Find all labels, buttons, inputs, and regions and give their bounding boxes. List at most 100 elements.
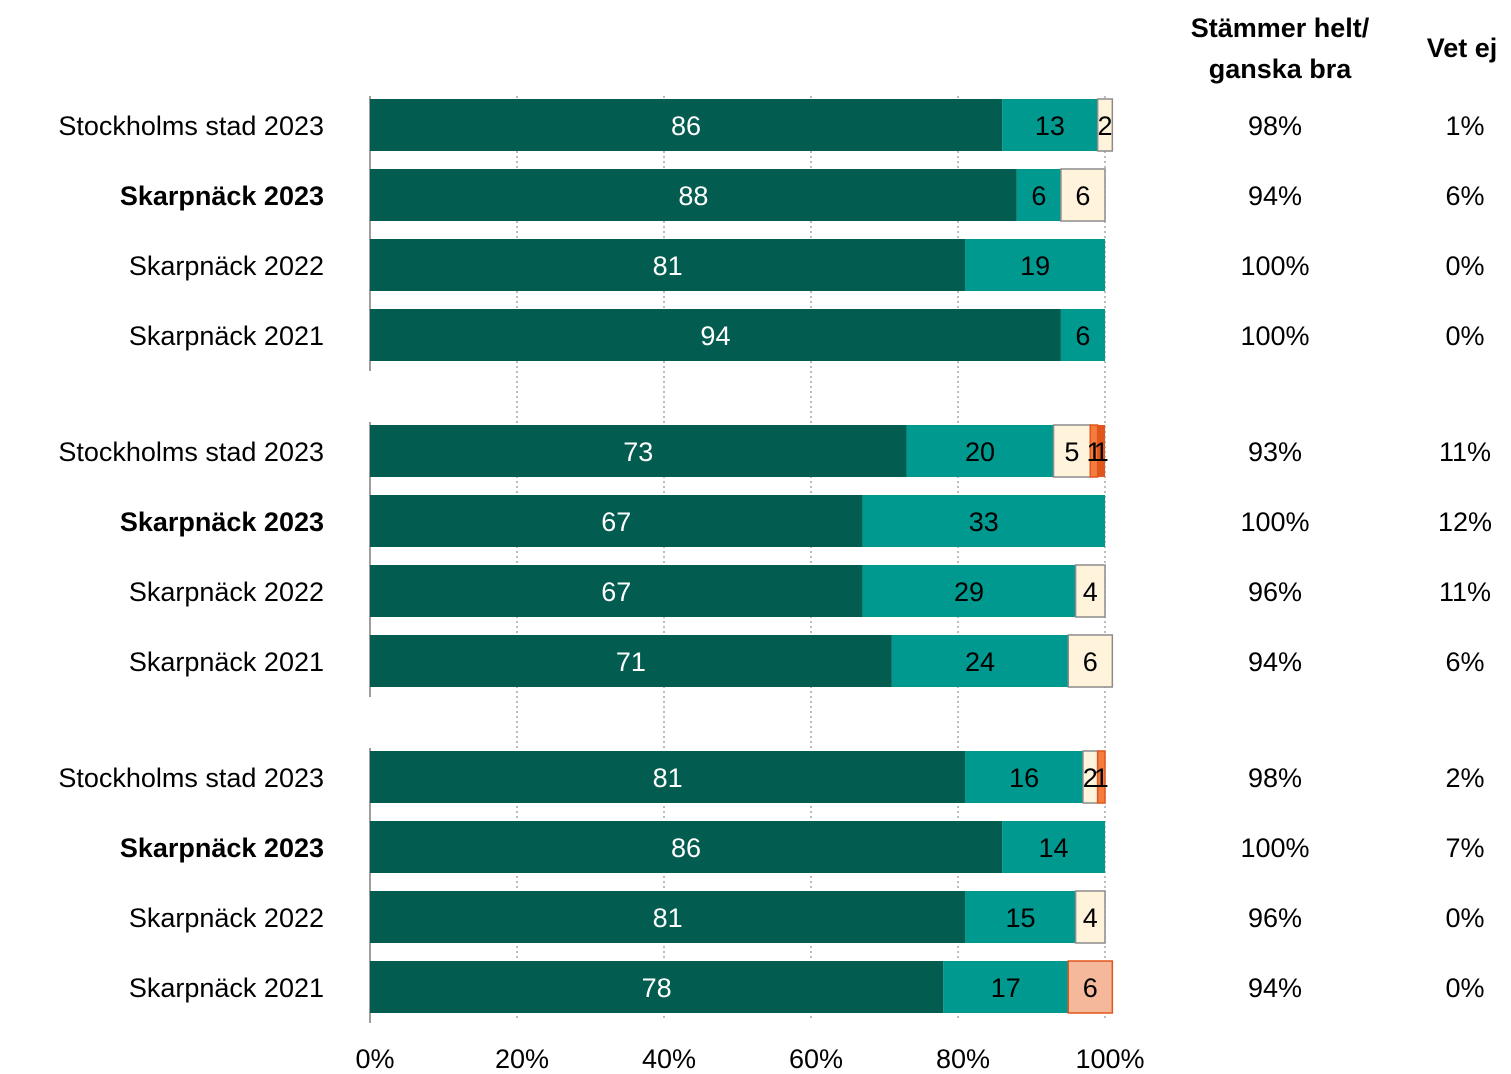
bar-value-label: 16 <box>1009 763 1039 793</box>
x-tick-label: 0% <box>355 1044 394 1074</box>
agree-percent: 100% <box>1240 507 1309 537</box>
row-label: Skarpnäck 2023 <box>120 507 324 537</box>
agree-percent: 94% <box>1248 973 1302 1003</box>
agree-percent: 100% <box>1240 321 1309 351</box>
x-tick-label: 60% <box>789 1044 843 1074</box>
segment-agree-rather <box>862 565 1076 617</box>
row-label: Skarpnäck 2023 <box>120 833 324 863</box>
segment-disagree-rather <box>1052 424 1092 478</box>
dontknow-percent: 0% <box>1445 251 1484 281</box>
segment-disagree-strong <box>1097 425 1105 477</box>
bar-value-label: 2 <box>1083 763 1098 793</box>
bar-value-label: 94 <box>700 321 730 351</box>
bar-value-label: 4 <box>1083 577 1098 607</box>
agree-percent: 100% <box>1240 251 1309 281</box>
dontknow-percent: 11% <box>1439 437 1491 467</box>
bar-value-label: 2 <box>1097 111 1112 141</box>
row-label: Skarpnäck 2022 <box>129 903 324 933</box>
bar-value-label: 6 <box>1031 181 1046 211</box>
segment-agree-rather <box>1060 309 1105 361</box>
dontknow-percent: 0% <box>1445 973 1484 1003</box>
row-label: Skarpnäck 2023 <box>120 181 324 211</box>
segment-agree-rather <box>965 239 1105 291</box>
segment-agree-rather <box>1002 821 1105 873</box>
dontknow-percent: 0% <box>1445 321 1484 351</box>
segment-agree-rather <box>1016 169 1061 221</box>
bar-value-label: 86 <box>671 111 701 141</box>
dontknow-percent: 1% <box>1445 111 1484 141</box>
bar-value-label: 67 <box>601 507 631 537</box>
agree-percent: 98% <box>1248 763 1302 793</box>
agree-percent: 100% <box>1240 833 1309 863</box>
bar-value-label: 4 <box>1083 903 1098 933</box>
dontknow-percent: 0% <box>1445 903 1484 933</box>
x-tick-label: 40% <box>642 1044 696 1074</box>
dontknow-percent: 6% <box>1445 181 1484 211</box>
row-label: Skarpnäck 2021 <box>129 973 324 1003</box>
grid-layer <box>369 96 1106 1023</box>
segment-agree-rather <box>906 425 1054 477</box>
segment-agree-fully <box>370 425 907 477</box>
bar-value-label: 71 <box>616 647 646 677</box>
bar-value-label: 24 <box>965 647 995 677</box>
segment-agree-rather <box>965 891 1076 943</box>
row-label: Skarpnäck 2022 <box>129 251 324 281</box>
segment-agree-rather <box>891 635 1069 687</box>
segment-agree-fully <box>370 961 944 1013</box>
bar-value-label: 1 <box>1094 763 1109 793</box>
bar-value-label: 29 <box>954 577 984 607</box>
segment-agree-fully <box>370 309 1061 361</box>
bar-value-label: 81 <box>653 763 683 793</box>
agree-percent: 96% <box>1248 577 1302 607</box>
agree-percent: 98% <box>1248 111 1302 141</box>
bar-value-label: 14 <box>1039 833 1069 863</box>
agree-percent: 94% <box>1248 647 1302 677</box>
row-label: Skarpnäck 2021 <box>129 647 324 677</box>
segment-agree-rather <box>862 495 1105 547</box>
agree-percent: 93% <box>1248 437 1302 467</box>
segment-agree-fully <box>370 891 966 943</box>
bar-value-label: 19 <box>1020 251 1050 281</box>
agree-percent: 96% <box>1248 903 1302 933</box>
row-label: Skarpnäck 2022 <box>129 577 324 607</box>
segment-agree-fully <box>370 495 863 547</box>
x-tick-label: 100% <box>1075 1044 1144 1074</box>
segment-disagree-rather <box>1060 168 1106 222</box>
header-agree-line2: ganska bra <box>1209 54 1353 84</box>
segment-disagree-rather <box>1074 890 1106 944</box>
bar-value-label: 17 <box>991 973 1021 1003</box>
segment-disagree-fully <box>1067 960 1114 1014</box>
segment-disagree-rather <box>1096 98 1114 152</box>
bar-value-label: 6 <box>1075 181 1090 211</box>
bar-value-label: 6 <box>1083 973 1098 1003</box>
bar-value-label: 67 <box>601 577 631 607</box>
header-dontknow: Vet ej <box>1427 33 1498 63</box>
row-label: Stockholms stad 2023 <box>58 763 324 793</box>
segment-agree-fully <box>370 565 863 617</box>
agree-percent: 94% <box>1248 181 1302 211</box>
segment-agree-rather <box>965 751 1083 803</box>
row-label: Stockholms stad 2023 <box>58 111 324 141</box>
labels-layer: Stockholms stad 2023 98% 1% Skarpnäck 2023 9… <box>58 111 1492 1074</box>
dontknow-percent: 2% <box>1445 763 1484 793</box>
dontknow-percent: 12% <box>1438 507 1492 537</box>
bar-value-label: 81 <box>653 251 683 281</box>
segment-agree-rather <box>1002 99 1098 151</box>
bar-value-label: 73 <box>623 437 653 467</box>
bar-value-label: 13 <box>1035 111 1065 141</box>
dontknow-percent: 7% <box>1445 833 1484 863</box>
bar-value-label: 15 <box>1005 903 1035 933</box>
bar-value-label: 6 <box>1075 321 1090 351</box>
segment-agree-fully <box>370 99 1003 151</box>
header-agree-line1: Stämmer helt/ <box>1191 13 1370 43</box>
x-tick-label: 80% <box>936 1044 990 1074</box>
bar-value-label: 86 <box>671 833 701 863</box>
segment-agree-fully <box>370 821 1003 873</box>
bar-value-label: 5 <box>1064 437 1079 467</box>
dontknow-percent: 11% <box>1439 577 1491 607</box>
segment-agree-rather <box>943 961 1069 1013</box>
segment-agree-fully <box>370 239 966 291</box>
bar-value-label: 33 <box>969 507 999 537</box>
